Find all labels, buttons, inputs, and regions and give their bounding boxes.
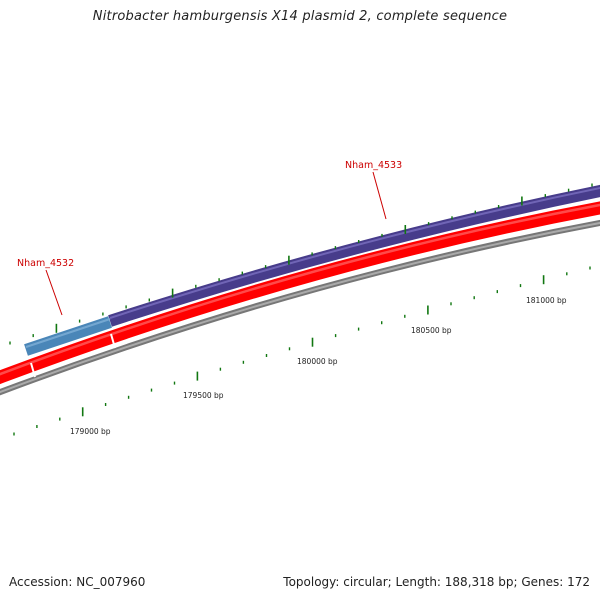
gene-leader-line: [45, 269, 63, 316]
gene-nham-4533[interactable]: [108, 184, 600, 327]
cds-track: [0, 201, 600, 385]
scale-label-180500: 180500 bp: [411, 326, 452, 335]
accession-text: Accession: NC_007960: [9, 575, 146, 589]
gene-leader-line: [372, 171, 387, 220]
cds-boundary: [110, 333, 116, 349]
scale-label-179000: 179000 bp: [70, 427, 111, 436]
map-title: Nitrobacter hamburgensis X14 plasmid 2, …: [92, 9, 508, 24]
gene-label-nham-4533: Nham_4533: [345, 160, 402, 171]
scale-label-180000: 180000 bp: [297, 357, 338, 366]
cds-boundary: [30, 362, 36, 378]
scale-label-181000: 181000 bp: [526, 296, 567, 305]
gene-nham-4532[interactable]: [24, 316, 112, 356]
sequence-backbone: [0, 219, 600, 396]
scale-label-179500: 179500 bp: [183, 391, 224, 400]
lower-tick-marks: [13, 266, 591, 436]
gene-label-nham-4532: Nham_4532: [17, 258, 74, 269]
upper-tick-marks: [9, 183, 593, 345]
topology-summary: Topology: circular; Length: 188,318 bp; …: [283, 575, 590, 589]
